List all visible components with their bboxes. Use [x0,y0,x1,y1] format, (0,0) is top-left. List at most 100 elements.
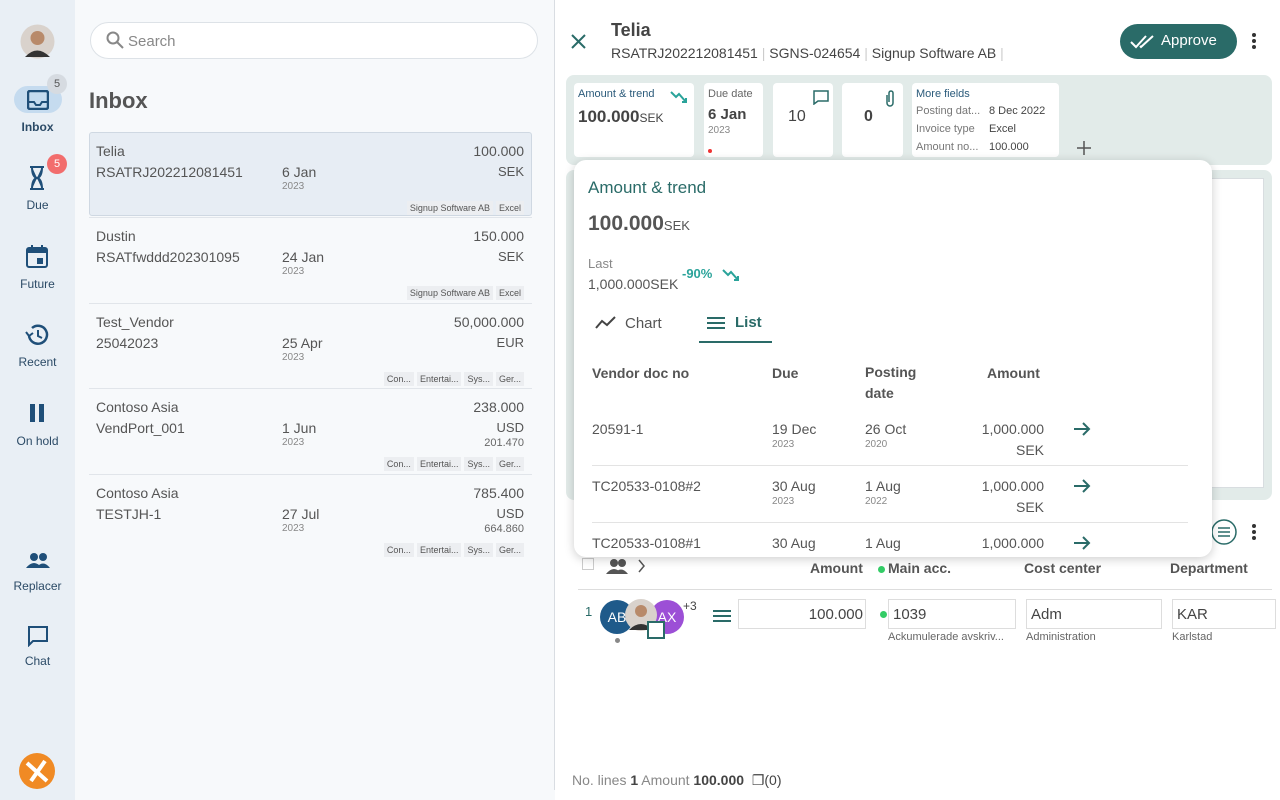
header-rule [578,589,1272,590]
tag: Signup Software AB [406,286,493,300]
tag: Sys... [464,543,493,557]
line-checkbox[interactable] [647,621,665,639]
approve-button[interactable] [1120,24,1237,59]
search-icon [106,31,124,49]
currency: SEK [663,218,690,233]
open-arrow[interactable] [1073,535,1091,551]
select-all[interactable] [582,558,594,570]
due-year: 2023 [282,437,305,448]
logo [19,753,55,789]
footer-value: 100.000 [693,772,745,788]
copies[interactable]: (0) [764,772,782,788]
doc-number: TESTJH-1 [96,506,162,522]
recent-icon [25,324,49,345]
tab[interactable]: Chart [625,315,662,332]
column-header: Amount [987,365,1040,381]
future-icon [26,245,48,268]
search-box[interactable] [90,22,538,59]
list-toggle[interactable] [1211,519,1237,545]
status-dot [880,611,887,618]
cost-center-name: Administration [1026,631,1096,643]
vendor: Contoso Asia [96,485,179,501]
row-rule [592,465,1188,466]
nav-label[interactable]: Replacer [13,579,62,593]
more-fields-card[interactable] [912,83,1059,157]
field-value: 100.000 [989,141,1029,153]
assignees-toggle[interactable] [606,558,652,574]
nav-badge: 5 [47,74,67,94]
nav-label[interactable]: On hold [16,434,59,448]
vendor-doc: TC20533-0108#1 [592,535,701,551]
trend-icon [670,91,687,103]
last-amount: 1,000.000SEK [588,276,679,292]
open-arrow[interactable] [1073,421,1091,437]
trend-icon [722,269,739,281]
sidebar [0,0,75,800]
currency: SEK [497,164,524,179]
posting-year: 2020 [865,439,888,450]
due-card[interactable] [704,83,763,157]
inbox-icon [27,90,49,110]
currency: EUR [496,335,524,350]
currency: SEK [639,111,664,125]
column-header: Amount [810,560,863,576]
due: 30 Aug [772,535,816,551]
account-input[interactable]: 1039 [888,599,1016,629]
close-button[interactable] [571,34,586,49]
posting: 26 Oct [865,421,907,437]
tags: Signup Software AB Excel [404,283,524,301]
user-avatar[interactable] [20,24,55,59]
amount: 1,000.000 [981,535,1044,551]
attachments-count: 0 [864,108,873,125]
inbox-item[interactable] [89,388,532,473]
add-card[interactable] [1077,141,1091,155]
chat-icon [28,626,48,647]
line-menu[interactable] [713,609,731,623]
nav-label[interactable]: Due [26,198,49,212]
column-header: Due [772,365,799,381]
inbox-item[interactable] [89,217,532,302]
tab[interactable]: List [735,314,762,331]
inbox-item[interactable] [89,303,532,388]
doc-number: RSATfwddd202301095 [96,249,240,265]
list-tab-icon [707,317,725,329]
comment-icon [813,90,829,105]
more-menu[interactable] [1251,32,1257,50]
column-header: Department [1170,560,1248,576]
nav-label[interactable]: Recent [18,355,57,369]
amount: 100.000 [578,107,640,126]
search-placeholder: Search [128,33,176,50]
tag: Entertai... [416,457,462,471]
open-arrow[interactable] [1073,478,1091,494]
due-year: 2023 [282,523,305,534]
nav-label[interactable]: Future [20,277,55,291]
doc-number: RSATRJ202212081451 [96,164,243,180]
inbox-item[interactable] [89,474,532,559]
nav-label[interactable]: Inbox [21,120,54,134]
doc-number: 25042023 [96,335,159,351]
vendor: Telia [96,143,125,159]
department-name: Karlstad [1172,631,1213,643]
amount: 1,000.000 [981,478,1044,494]
currency: SEK [1015,442,1044,458]
tags: Con... Entertai... Sys... Ger... [381,454,524,472]
more-avatars: +3 [683,599,697,613]
detail-vendor: Telia [611,20,651,40]
tag: Signup Software AB [406,201,493,215]
cost-center-input[interactable]: Adm [1026,599,1162,629]
popup-amount: 100.000SEK [588,212,690,236]
due: 30 Aug [772,478,816,494]
comments-card[interactable] [773,83,833,157]
department-input[interactable]: KAR [1172,599,1276,629]
lines-menu[interactable] [1251,523,1257,541]
field-label: Amount no... [916,141,979,153]
due-date: 25 Apr [282,335,323,351]
tag: Ger... [495,372,524,386]
amount-input[interactable]: 100.000 [738,599,866,629]
detail-company: Signup Software AB [871,45,997,61]
posting: 1 Aug [865,478,901,494]
due-year: 2023 [282,352,305,363]
amount: 50,000.000 [453,314,524,330]
nav-label[interactable]: Chat [24,654,51,668]
